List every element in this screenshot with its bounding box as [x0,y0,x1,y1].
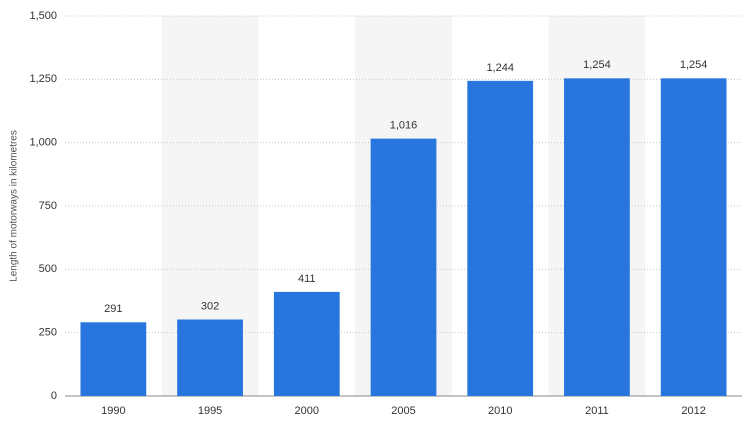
value-label: 411 [298,273,316,285]
bar [370,138,437,396]
x-tick-label: 2000 [295,405,319,417]
value-label: 302 [201,300,219,312]
value-label: 1,254 [583,59,611,71]
y-tick-label: 250 [39,327,57,339]
bar [80,322,147,396]
bar [467,80,534,396]
value-label: 1,016 [390,120,418,132]
value-label: 291 [104,303,122,315]
value-label: 1,254 [680,59,708,71]
x-tick-label: 2012 [681,405,705,417]
y-axis-label: Length of motorways in kilometres [9,130,20,282]
x-tick-label: 2010 [488,405,512,417]
x-tick-label: 1995 [198,405,222,417]
y-tick-label: 1,000 [29,137,57,149]
value-label: 1,244 [486,62,514,74]
x-tick-label: 2005 [391,405,415,417]
x-tick-label: 2011 [585,405,609,417]
y-tick-label: 500 [39,263,57,275]
x-tick-label: 1990 [101,405,125,417]
bar [660,78,727,396]
bar [273,291,340,396]
y-tick-label: 1,250 [29,73,57,85]
y-tick-label: 1,500 [29,10,57,22]
y-tick-label: 0 [51,390,57,402]
bar [177,319,243,396]
bar [564,78,630,396]
y-tick-label: 750 [39,200,57,212]
